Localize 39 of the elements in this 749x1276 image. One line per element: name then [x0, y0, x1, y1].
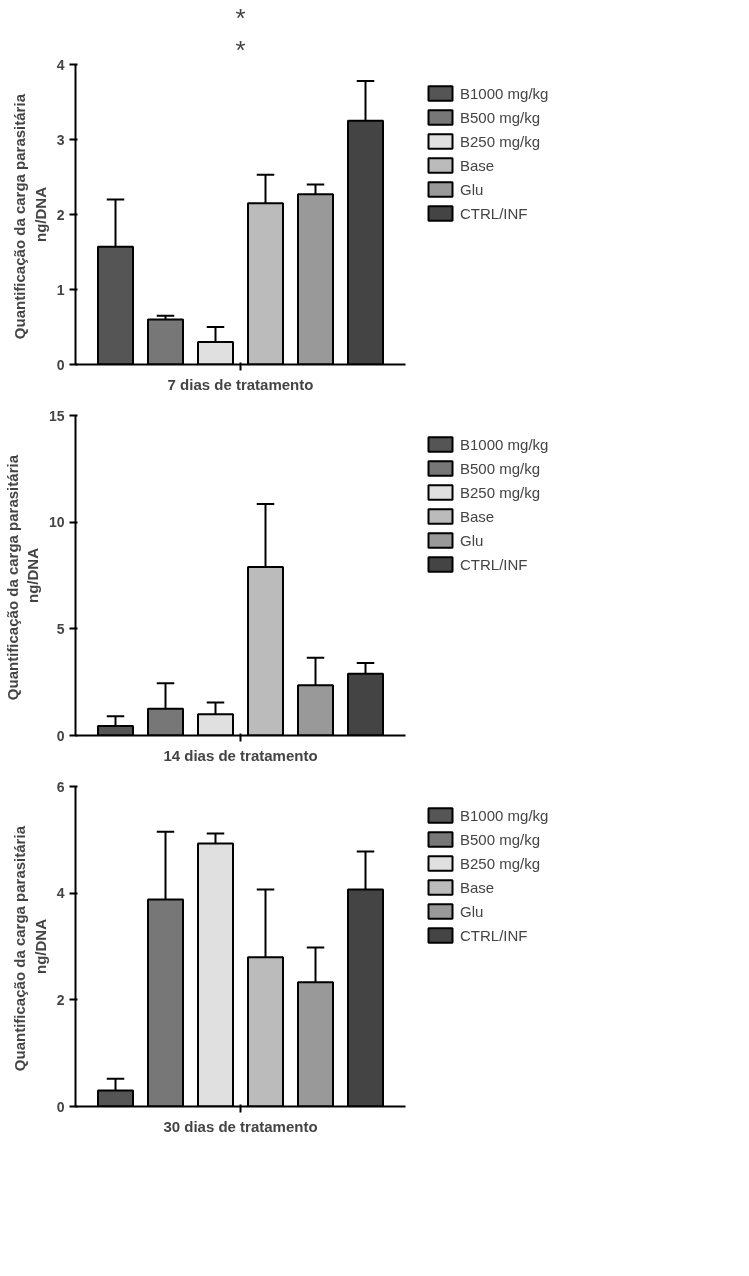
legend-label: B250 mg/kg [460, 132, 541, 150]
x-axis-title: 7 dias de tratamento [167, 375, 314, 393]
legend-label: CTRL/INF [460, 204, 528, 222]
legend-label: B500 mg/kg [460, 459, 541, 477]
legend-label: B1000 mg/kg [460, 435, 549, 453]
legend-label: B1000 mg/kg [460, 806, 549, 824]
y-axis-title: Quantificação da carga parasitária ng/DNA [11, 825, 49, 1072]
legend-label: CTRL/INF [460, 926, 528, 944]
legend-label: Glu [460, 902, 484, 920]
y-tick-label: 15 [48, 407, 65, 424]
y-tick-label: 1 [56, 281, 65, 298]
legend-label: Base [460, 878, 495, 896]
y-axis-title: Quantificação da carga parasitária ng/DNA [11, 93, 49, 340]
annotation: * [235, 34, 246, 65]
y-tick-label: 3 [56, 131, 65, 148]
legend-label: B250 mg/kg [460, 854, 541, 872]
y-tick-label: 5 [56, 620, 65, 637]
text: * [235, 2, 246, 33]
y-tick-label: 0 [56, 727, 65, 744]
legend-label: B500 mg/kg [460, 108, 541, 126]
y-tick-label: 4 [56, 885, 65, 902]
legend-label: Base [460, 156, 495, 174]
y-tick-label: 0 [56, 1098, 65, 1115]
legend-label: Glu [460, 531, 484, 549]
legend-label: Base [460, 507, 495, 525]
y-tick-label: 2 [56, 991, 65, 1008]
x-axis-title: 14 dias de tratamento [163, 746, 318, 764]
y-tick-label: 6 [56, 778, 65, 795]
y-tick-label: 0 [56, 356, 65, 373]
x-axis-title: 30 dias de tratamento [163, 1117, 318, 1135]
y-tick-label: 4 [56, 56, 65, 73]
y-axis-title: Quantificação da carga parasitária ng/DNA [3, 454, 41, 701]
y-tick-label: 2 [56, 206, 65, 223]
legend-label: CTRL/INF [460, 555, 528, 573]
legend-label: B1000 mg/kg [460, 84, 549, 102]
legend-label: B500 mg/kg [460, 830, 541, 848]
legend-label: Glu [460, 180, 484, 198]
legend-label: B250 mg/kg [460, 483, 541, 501]
y-tick-label: 10 [48, 514, 65, 531]
